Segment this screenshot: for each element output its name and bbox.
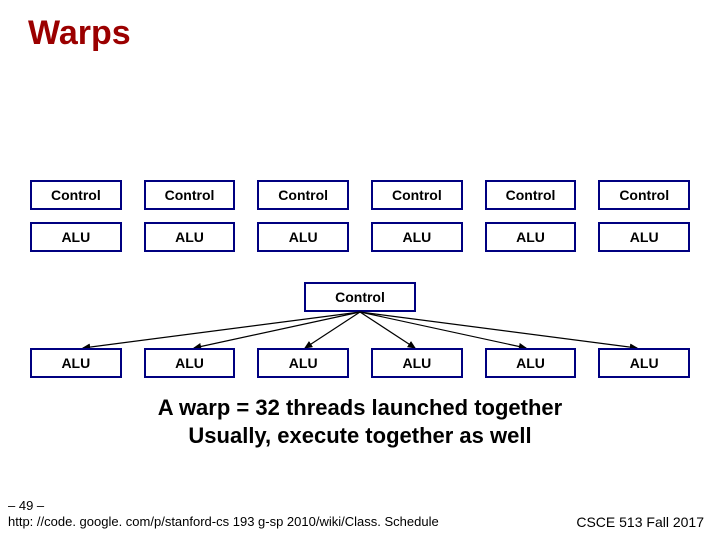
alu-box: ALU (144, 348, 236, 378)
control-box: Control (485, 180, 577, 210)
alu-box: ALU (598, 222, 690, 252)
alu-box: ALU (485, 222, 577, 252)
control-box: Control (144, 180, 236, 210)
caption-line-1: A warp = 32 threads launched together (158, 395, 562, 420)
caption: A warp = 32 threads launched together Us… (0, 394, 720, 449)
alu-box: ALU (30, 348, 122, 378)
alu-box: ALU (30, 222, 122, 252)
control-box: Control (30, 180, 122, 210)
alu-box: ALU (485, 348, 577, 378)
alu-box: ALU (598, 348, 690, 378)
alu-box: ALU (371, 348, 463, 378)
footer-course: CSCE 513 Fall 2017 (576, 514, 704, 530)
control-box: Control (598, 180, 690, 210)
control-row-top: Control Control Control Control Control … (30, 180, 690, 210)
alu-box: ALU (257, 222, 349, 252)
control-box: Control (371, 180, 463, 210)
alu-box: ALU (144, 222, 236, 252)
control-box: Control (257, 180, 349, 210)
footer-url: http: //code. google. com/p/stanford-cs … (8, 514, 439, 529)
footer-left: – 49 – http: //code. google. com/p/stanf… (8, 498, 439, 531)
page-number: – 49 – (8, 498, 44, 513)
slide-title: Warps (28, 14, 131, 53)
alu-row-top: ALU ALU ALU ALU ALU ALU (30, 222, 690, 252)
alu-row-bottom: ALU ALU ALU ALU ALU ALU (30, 348, 690, 378)
center-control-box: Control (304, 282, 416, 312)
alu-box: ALU (257, 348, 349, 378)
caption-line-2: Usually, execute together as well (188, 423, 531, 448)
alu-box: ALU (371, 222, 463, 252)
fanout-arrows (0, 310, 720, 350)
